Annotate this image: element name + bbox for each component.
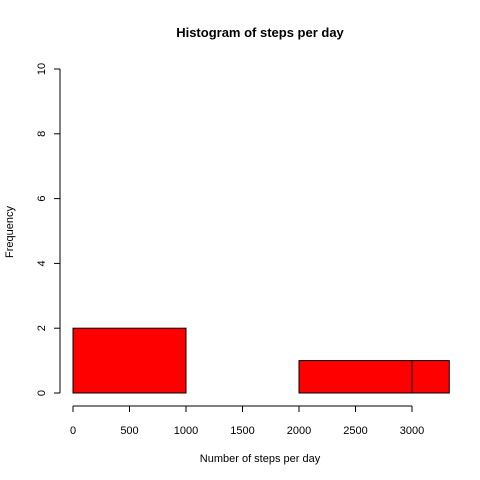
y-tick-label: 10 (36, 63, 48, 75)
x-tick-label: 500 (120, 425, 138, 437)
x-tick-label: 2000 (287, 425, 311, 437)
x-axis-label: Number of steps per day (200, 453, 321, 465)
bar-0 (72, 327, 187, 394)
chart-title: Histogram of steps per day (176, 25, 344, 40)
x-tick-label: 1000 (174, 425, 198, 437)
x-axis: 0 500 1000 1500 2000 2500 3000 (70, 405, 424, 437)
x-tick-label: 0 (70, 425, 76, 437)
y-tick-label: 8 (36, 131, 48, 137)
y-axis: 0 2 4 6 8 10 (36, 63, 61, 396)
y-tick-label: 4 (36, 260, 48, 266)
x-tick-label: 1500 (230, 425, 254, 437)
y-tick-label: 2 (36, 325, 48, 331)
x-tick-label: 3000 (400, 425, 424, 437)
y-tick-label: 0 (36, 390, 48, 396)
y-tick-label: 6 (36, 196, 48, 202)
bar-3 (411, 360, 450, 394)
x-tick-label: 2500 (343, 425, 367, 437)
y-axis-label: Frequency (4, 206, 16, 258)
bars-group (72, 327, 450, 394)
bar-2 (298, 360, 413, 394)
